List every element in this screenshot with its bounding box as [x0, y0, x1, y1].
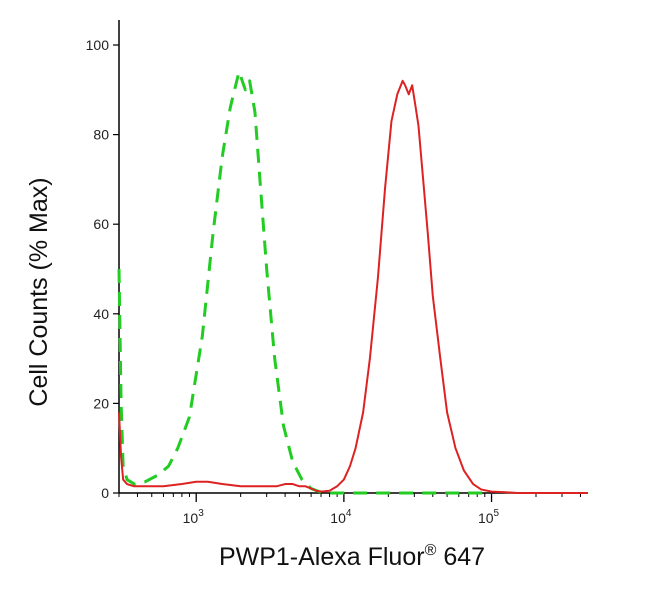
x-ticks: 103 104 105	[118, 493, 581, 526]
x-axis-label-superscript: ®	[425, 542, 437, 559]
series-lines	[117, 70, 588, 495]
pwp1-histogram-line	[118, 79, 588, 494]
y-tick-label: 100	[86, 37, 110, 53]
x-axis-label-suffix: 647	[436, 543, 485, 571]
y-tick-label: 0	[101, 485, 109, 501]
y-tick-label: 20	[93, 395, 109, 411]
x-tick-label: 104	[330, 508, 352, 526]
y-tick-label: 80	[93, 127, 109, 143]
y-tick-label: 60	[93, 216, 109, 232]
y-tick-label: 40	[93, 306, 109, 322]
axes	[118, 20, 588, 494]
x-tick-label: 105	[478, 508, 500, 526]
y-axis-label: Cell Counts (% Max)	[25, 177, 53, 406]
control-histogram-line	[117, 70, 492, 495]
y-ticks: 0 20 40 60 80 100	[86, 37, 119, 501]
x-axis-label: PWP1-Alexa Fluor® 647	[219, 542, 485, 571]
x-tick-label: 103	[183, 508, 205, 526]
x-axis-label-main: PWP1-Alexa Fluor	[219, 543, 425, 571]
